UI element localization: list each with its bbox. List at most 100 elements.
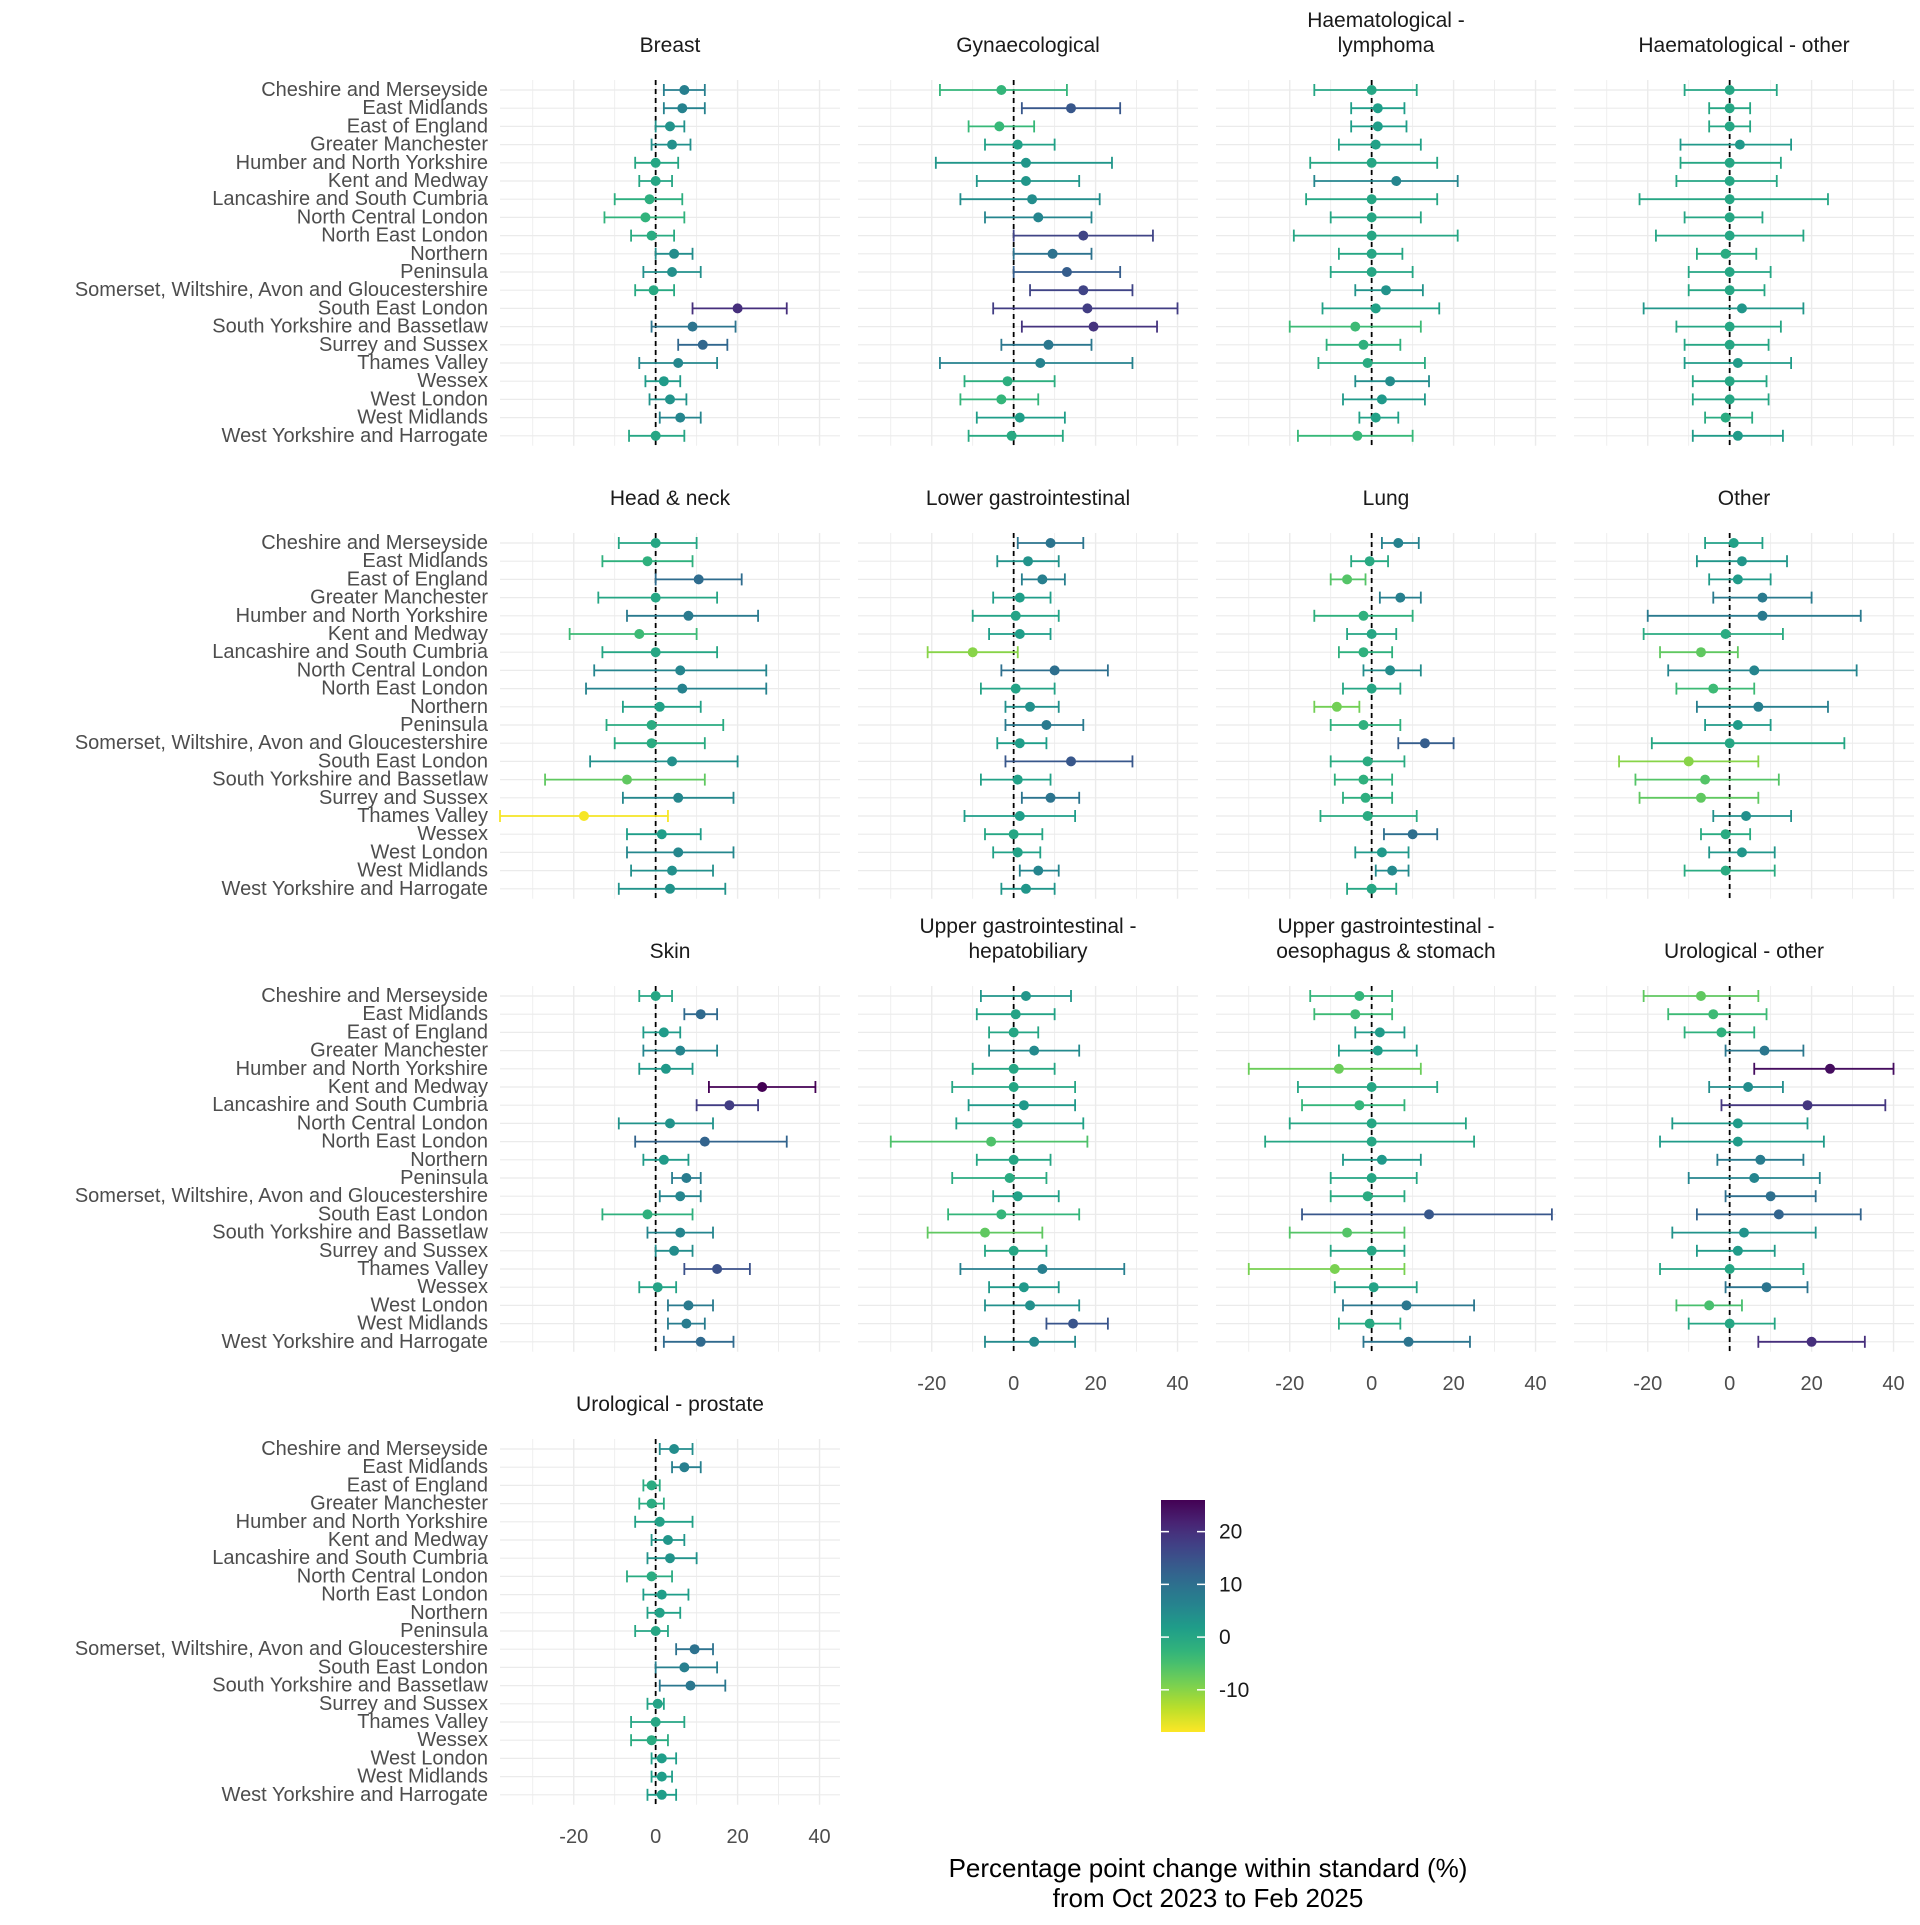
region-label: East Midlands — [362, 97, 488, 119]
data-point — [667, 756, 678, 767]
facet-title: Lower gastrointestinal — [926, 487, 1130, 510]
data-point — [1020, 157, 1031, 168]
data-point — [1029, 1045, 1040, 1056]
data-point — [1366, 629, 1377, 639]
x-tick-label: 40 — [1166, 1373, 1188, 1395]
region-label: West Yorkshire and Harrogate — [222, 1784, 488, 1806]
data-point — [1020, 991, 1031, 1001]
data-point — [1765, 1191, 1776, 1202]
data-point — [1370, 303, 1381, 314]
data-point — [1368, 1282, 1379, 1293]
region-label: Somerset, Wiltshire, Avon and Gloucester… — [75, 279, 488, 301]
data-point — [1020, 176, 1031, 186]
data-point — [1755, 1154, 1766, 1165]
x-tick-label: 0 — [650, 1826, 661, 1848]
data-point — [679, 1662, 690, 1673]
data-point — [1078, 230, 1089, 241]
data-point — [712, 1264, 723, 1274]
data-point — [675, 412, 686, 423]
data-point — [1027, 194, 1038, 205]
data-point — [646, 1480, 657, 1491]
data-point — [650, 1626, 661, 1636]
data-point — [665, 1553, 675, 1564]
x-tick-label: -20 — [1633, 1373, 1662, 1395]
region-label: Lancashire and South Cumbria — [212, 1547, 489, 1569]
data-point — [1385, 376, 1396, 387]
region-label: South Yorkshire and Bassetlaw — [212, 1222, 488, 1244]
region-label: West Midlands — [357, 860, 488, 882]
data-point — [1419, 738, 1430, 749]
region-label: South East London — [318, 1203, 488, 1225]
facet-panel: Haematological -lymphoma — [1216, 9, 1556, 446]
data-point — [679, 85, 690, 95]
facet-title: Urological - other — [1664, 940, 1824, 963]
data-point — [1695, 647, 1706, 658]
data-point — [1732, 430, 1743, 441]
data-point — [1043, 339, 1054, 350]
data-point — [656, 1589, 667, 1600]
data-point — [1358, 610, 1369, 621]
data-point — [1395, 592, 1406, 603]
data-point — [646, 1571, 657, 1582]
region-label: Greater Manchester — [310, 587, 488, 609]
data-point — [1014, 811, 1025, 821]
data-point — [1004, 1173, 1015, 1183]
data-point — [646, 738, 657, 749]
data-point — [1366, 267, 1377, 277]
region-label: South East London — [318, 297, 488, 319]
x-axis-title-line2: from Oct 2023 to Feb 2025 — [1053, 1883, 1364, 1913]
data-point — [1049, 665, 1060, 676]
data-point — [677, 683, 688, 694]
data-point — [1006, 430, 1017, 441]
data-point — [1736, 556, 1747, 567]
data-point — [1372, 121, 1383, 132]
region-label: Greater Manchester — [310, 134, 488, 156]
data-point — [679, 1462, 690, 1473]
data-point — [675, 1191, 686, 1202]
data-point — [1728, 538, 1739, 548]
data-point — [644, 194, 655, 205]
region-label: South Yorkshire and Bassetlaw — [212, 769, 488, 791]
data-point — [685, 1680, 696, 1691]
data-point — [1743, 1082, 1754, 1092]
data-point — [1724, 285, 1735, 296]
color-legend: 20 10 0 -10 — [1161, 1500, 1249, 1732]
data-point — [1724, 212, 1735, 223]
data-point — [621, 774, 632, 785]
region-label: Cheshire and Merseyside — [261, 985, 488, 1007]
region-label: Kent and Medway — [328, 1076, 488, 1098]
data-point — [646, 1735, 657, 1746]
data-point — [1012, 1118, 1023, 1129]
region-label: North East London — [321, 1584, 488, 1606]
data-point — [1749, 665, 1760, 676]
data-point — [642, 1209, 653, 1220]
facet-title: Lung — [1363, 487, 1410, 510]
data-point — [660, 1063, 671, 1074]
region-label: Wessex — [417, 370, 488, 392]
data-point — [1362, 756, 1373, 767]
data-point — [994, 121, 1005, 132]
facet-panel: Other — [1574, 487, 1914, 899]
data-point — [1025, 701, 1036, 712]
data-point — [1424, 1209, 1435, 1220]
data-point — [1010, 1009, 1021, 1020]
data-point — [1385, 665, 1396, 676]
data-point — [1008, 1082, 1019, 1092]
region-label: West Midlands — [357, 1313, 488, 1335]
region-label: North East London — [321, 678, 488, 700]
data-point — [996, 85, 1007, 95]
data-point — [650, 647, 661, 658]
data-point — [650, 176, 661, 186]
facet-title: Upper gastrointestinal - — [1277, 915, 1494, 938]
data-point — [654, 1607, 665, 1618]
data-point — [1010, 610, 1021, 621]
region-label: Thames Valley — [357, 1258, 488, 1280]
data-point — [1749, 1173, 1760, 1183]
data-point — [1739, 1227, 1749, 1238]
region-label: North Central London — [297, 206, 488, 228]
data-point — [1358, 339, 1369, 350]
facet-panel: Haematological - other — [1574, 34, 1914, 446]
data-point — [1010, 683, 1021, 694]
